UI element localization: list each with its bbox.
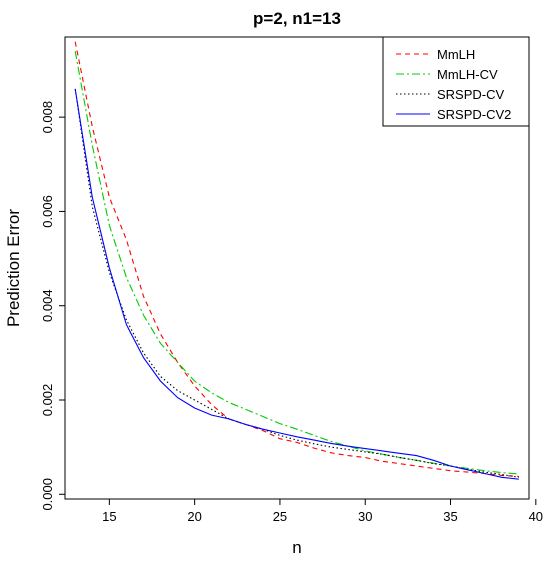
x-tick-label: 15	[102, 509, 116, 524]
x-tick-label: 25	[273, 509, 287, 524]
plot-frame	[64, 36, 530, 500]
series-line-mmlh	[74, 41, 519, 477]
legend-box	[382, 36, 530, 127]
x-tick-label: 20	[187, 509, 201, 524]
x-axis: 15 20 25 30 35 40	[102, 499, 543, 524]
x-tick-label: 40	[529, 509, 543, 524]
y-tick-label: 0.002	[40, 384, 55, 417]
y-tick-label: 0.000	[40, 478, 55, 511]
legend-label: MmLH	[437, 47, 475, 62]
legend-label: MmLH-CV	[437, 67, 498, 82]
series-line-srspd-cv2	[74, 88, 519, 480]
y-axis: 0.000 0.002 0.004 0.006 0.008	[40, 101, 65, 511]
series-line-mmlh-cv	[74, 51, 519, 475]
legend-label: SRSPD-CV2	[437, 107, 511, 122]
x-tick-label: 30	[358, 509, 372, 524]
chart-title: p=2, n1=13	[253, 9, 341, 28]
y-tick-label: 0.004	[40, 289, 55, 322]
y-tick-label: 0.008	[40, 101, 55, 134]
x-tick-label: 35	[443, 509, 457, 524]
legend-label: SRSPD-CV	[437, 87, 505, 102]
y-axis-label: Prediction Error	[4, 209, 23, 327]
series-line-srspd-cv	[74, 88, 519, 478]
y-tick-label: 0.006	[40, 195, 55, 228]
series-layer	[74, 41, 519, 480]
legend: MmLH MmLH-CV SRSPD-CV SRSPD-CV2	[382, 36, 530, 127]
x-axis-label: n	[292, 538, 301, 557]
